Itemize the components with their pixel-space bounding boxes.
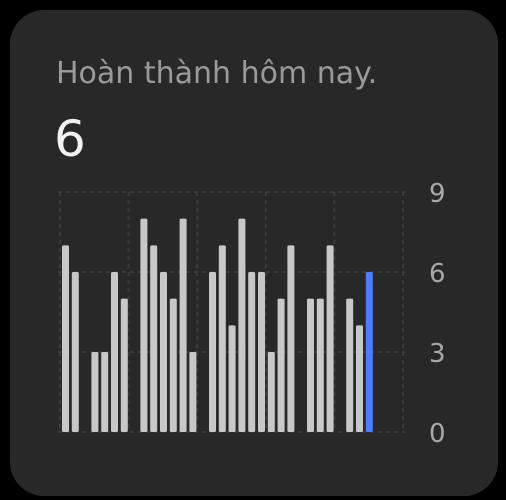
bar-0 bbox=[62, 245, 69, 432]
bar-23 bbox=[287, 245, 295, 432]
y-tick-label: 6 bbox=[429, 259, 446, 289]
bar-4 bbox=[101, 352, 109, 432]
bar-22 bbox=[277, 298, 285, 432]
bar-8 bbox=[140, 218, 148, 432]
bar-13 bbox=[189, 352, 197, 432]
chart-bars bbox=[62, 218, 373, 432]
bar-25 bbox=[307, 298, 314, 432]
bar-19 bbox=[248, 272, 256, 432]
bar-16 bbox=[218, 245, 226, 432]
bar-5 bbox=[111, 272, 118, 432]
bar-1 bbox=[71, 272, 79, 432]
widget-title: Hoàn thành hôm nay. bbox=[56, 56, 378, 91]
bar-15 bbox=[209, 272, 216, 432]
bar-30 bbox=[356, 325, 363, 432]
y-tick-label: 0 bbox=[429, 419, 446, 449]
bar-20 bbox=[258, 272, 265, 432]
bar-10 bbox=[160, 272, 167, 432]
y-tick-label: 3 bbox=[429, 339, 446, 369]
bar-11 bbox=[169, 298, 177, 432]
bar-9 bbox=[150, 245, 158, 432]
bar-6 bbox=[120, 298, 128, 432]
bar-27 bbox=[326, 245, 334, 432]
today-count: 6 bbox=[54, 110, 86, 168]
bar-18 bbox=[238, 218, 246, 432]
bar-today bbox=[365, 272, 373, 432]
bar-17 bbox=[228, 325, 236, 432]
y-tick-label: 9 bbox=[429, 179, 446, 209]
bar-26 bbox=[316, 298, 324, 432]
bar-21 bbox=[267, 352, 275, 432]
bar-12 bbox=[179, 218, 187, 432]
y-axis-labels: 0 3 6 9 bbox=[429, 179, 446, 449]
bar-3 bbox=[91, 352, 99, 432]
bar-29 bbox=[346, 298, 354, 432]
